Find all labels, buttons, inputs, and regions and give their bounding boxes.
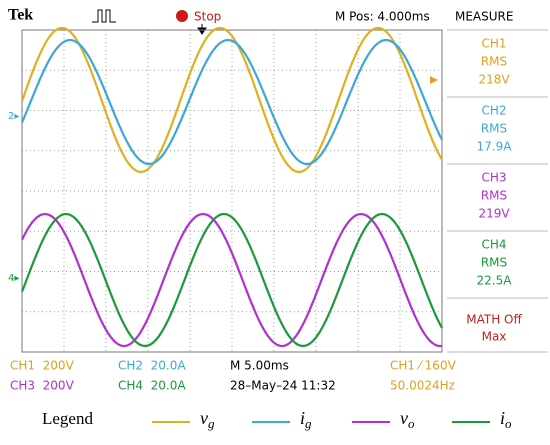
graticule: [22, 30, 442, 352]
waveform: [20, 26, 443, 173]
legend: Legend vg ig vo io: [42, 408, 512, 431]
legend-symbol: i: [500, 408, 505, 428]
trigger-icon: [92, 9, 116, 23]
ch2-marker: 2▸: [8, 111, 19, 122]
datetime: 28–May–24 11:32: [230, 379, 336, 393]
timebase: M 5.00ms: [230, 359, 289, 373]
legend-symbol: v: [400, 408, 408, 428]
measure-value: 17.9A: [477, 140, 513, 154]
ch1-scale: CH1 200V: [10, 359, 75, 373]
status: Stop: [194, 10, 221, 24]
legend-subscript: o: [408, 416, 415, 431]
measure-value: 219V: [478, 207, 510, 221]
measure-channel: CH2: [481, 104, 506, 118]
legend-subscript: g: [208, 416, 215, 431]
graticule-border: [21, 29, 443, 353]
measure-channel: CH4: [481, 238, 506, 252]
trigger-level: [430, 76, 438, 84]
measure-type: RMS: [481, 256, 507, 270]
legend-symbol: i: [300, 408, 305, 428]
measure-type: RMS: [481, 55, 507, 69]
legend-title: Legend: [42, 409, 93, 428]
frequency: 50.0024Hz: [390, 379, 455, 393]
waveform: [20, 38, 443, 166]
measure-channel: CH1: [481, 37, 506, 51]
trigger-marker: [197, 24, 207, 35]
legend-subscript: o: [505, 416, 512, 431]
legend-label: io: [500, 408, 512, 431]
ch4-scale: CH4 20.0A: [118, 379, 186, 393]
ch4-marker: 4▸: [8, 273, 19, 284]
legend-symbol: v: [200, 408, 208, 428]
ch3-scale: CH3 200V: [10, 379, 75, 393]
measure-value: 22.5A: [477, 274, 513, 288]
measure-value: 218V: [478, 73, 510, 87]
legend-label: vg: [200, 408, 215, 431]
position: M Pos: 4.000ms: [335, 10, 430, 24]
math-label: MATH Off: [466, 313, 522, 327]
legend-label: ig: [300, 408, 312, 431]
stop-icon: [176, 10, 188, 22]
ch2-scale: CH2 20.0A: [118, 359, 186, 373]
measure-channel: CH3: [481, 171, 506, 185]
math-sub: Max: [482, 330, 507, 344]
measure-type: RMS: [481, 122, 507, 136]
panel-title: MEASURE: [455, 10, 513, 24]
legend-subscript: g: [305, 416, 312, 431]
trigger-setting: CH1 ⁄ 160V: [390, 359, 457, 373]
waveforms: [20, 26, 443, 348]
measure-panel: CH1 RMS 218V CH2 RMS 17.9A CH3 RMS 219V CH4 RMS 22.…: [447, 29, 548, 353]
legend-label: vo: [400, 408, 415, 431]
measure-type: RMS: [481, 189, 507, 203]
waveform: [20, 212, 443, 347]
brand: Tek: [8, 7, 33, 24]
